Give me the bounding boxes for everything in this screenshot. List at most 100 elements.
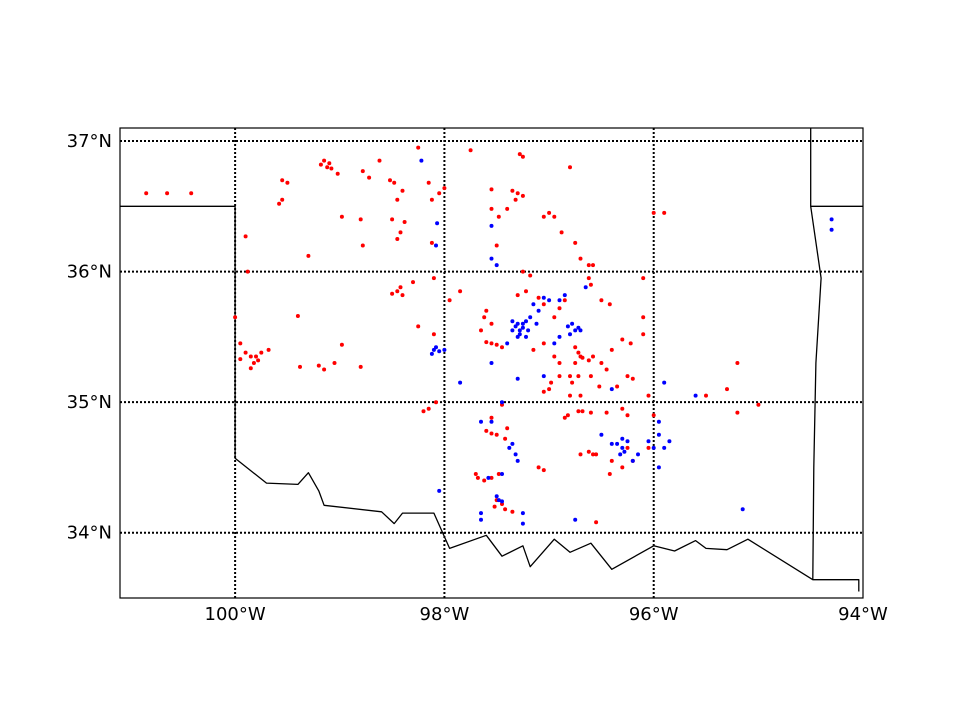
red-data-point — [400, 188, 405, 193]
blue-data-point — [615, 441, 620, 446]
red-data-point — [651, 413, 656, 418]
blue-data-point — [578, 328, 583, 333]
red-data-point — [468, 148, 473, 153]
blue-data-point — [620, 445, 625, 450]
blue-data-point — [510, 319, 515, 324]
red-data-point — [586, 358, 591, 363]
red-data-point — [426, 180, 431, 185]
y-tick-label: 36°N — [67, 262, 112, 283]
red-data-point — [620, 406, 625, 411]
red-data-point — [322, 367, 327, 372]
red-data-point — [280, 178, 285, 183]
x-tick-label: 94°W — [838, 604, 888, 625]
red-data-point — [580, 355, 585, 360]
blue-data-point — [524, 334, 528, 339]
red-data-point — [165, 191, 170, 196]
red-data-point — [607, 302, 612, 307]
red-data-point — [510, 509, 515, 514]
red-data-point — [358, 364, 363, 369]
blue-data-point — [667, 439, 672, 444]
blue-data-point — [531, 302, 536, 307]
blue-data-point — [573, 517, 578, 522]
blue-data-point — [573, 328, 578, 333]
red-data-point — [568, 393, 572, 398]
map-frame — [119, 127, 864, 599]
blue-data-point — [829, 217, 834, 222]
red-data-point — [541, 302, 546, 307]
red-data-point — [416, 324, 421, 329]
red-data-point — [484, 340, 489, 345]
blue-data-point — [515, 321, 520, 326]
red-data-point — [588, 374, 593, 379]
blue-data-point — [486, 475, 491, 480]
red-data-point — [552, 315, 557, 320]
red-data-point — [395, 289, 400, 294]
red-data-point — [531, 347, 536, 352]
blue-data-point — [656, 465, 661, 470]
red-data-point — [360, 243, 365, 248]
red-data-point — [431, 276, 436, 281]
red-data-point — [256, 358, 261, 363]
red-data-point — [520, 269, 525, 274]
red-data-point — [573, 240, 578, 245]
red-data-point — [557, 361, 562, 365]
blue-data-point — [622, 449, 627, 454]
red-data-point — [494, 432, 499, 437]
red-data-point — [251, 361, 256, 365]
red-data-point — [576, 409, 581, 414]
red-data-point — [552, 214, 557, 219]
red-data-point — [576, 374, 581, 379]
red-data-point — [541, 389, 546, 394]
red-data-point — [332, 361, 337, 365]
red-data-point — [578, 393, 583, 398]
red-data-point — [411, 280, 415, 285]
blue-data-point — [489, 419, 494, 424]
blue-data-point — [419, 158, 424, 163]
red-data-point — [557, 306, 562, 311]
red-data-point — [503, 507, 508, 512]
blue-data-point — [510, 441, 515, 446]
blue-data-point — [479, 419, 483, 424]
blue-data-point — [740, 507, 745, 512]
red-data-point — [604, 410, 609, 415]
red-data-point — [646, 393, 651, 398]
blue-data-point — [479, 511, 483, 516]
red-data-point — [489, 187, 494, 192]
red-data-point — [280, 197, 285, 202]
blue-data-point — [489, 361, 494, 365]
red-data-point — [295, 314, 300, 318]
blue-data-point — [435, 221, 440, 226]
blue-data-point — [528, 315, 533, 320]
red-data-point — [541, 214, 546, 219]
red-data-point — [484, 428, 489, 433]
red-data-point — [254, 354, 258, 359]
blue-data-point — [520, 321, 525, 326]
red-data-point — [482, 478, 487, 483]
red-data-point — [496, 472, 501, 476]
blue-data-point — [437, 488, 442, 493]
red-data-point — [390, 217, 395, 222]
blue-data-point — [829, 227, 834, 232]
red-data-point — [429, 240, 434, 245]
red-data-point — [259, 350, 264, 355]
red-data-point — [335, 171, 340, 176]
blue-data-point — [515, 376, 520, 381]
data-points — [144, 145, 834, 526]
blue-data-point — [625, 439, 630, 444]
blue-data-point — [489, 256, 494, 261]
red-data-point — [489, 415, 494, 420]
blue-data-point — [583, 285, 588, 290]
state-border-line — [810, 128, 822, 580]
red-data-point — [238, 357, 243, 362]
blue-data-point — [536, 308, 541, 313]
red-data-point — [492, 504, 497, 509]
red-data-point — [238, 341, 243, 346]
red-data-point — [505, 206, 510, 211]
red-data-point — [568, 165, 572, 170]
red-data-point — [442, 186, 447, 191]
x-tick-label: 100°W — [205, 604, 266, 625]
red-data-point — [377, 158, 382, 163]
red-data-point — [641, 276, 646, 281]
red-data-point — [392, 180, 397, 185]
